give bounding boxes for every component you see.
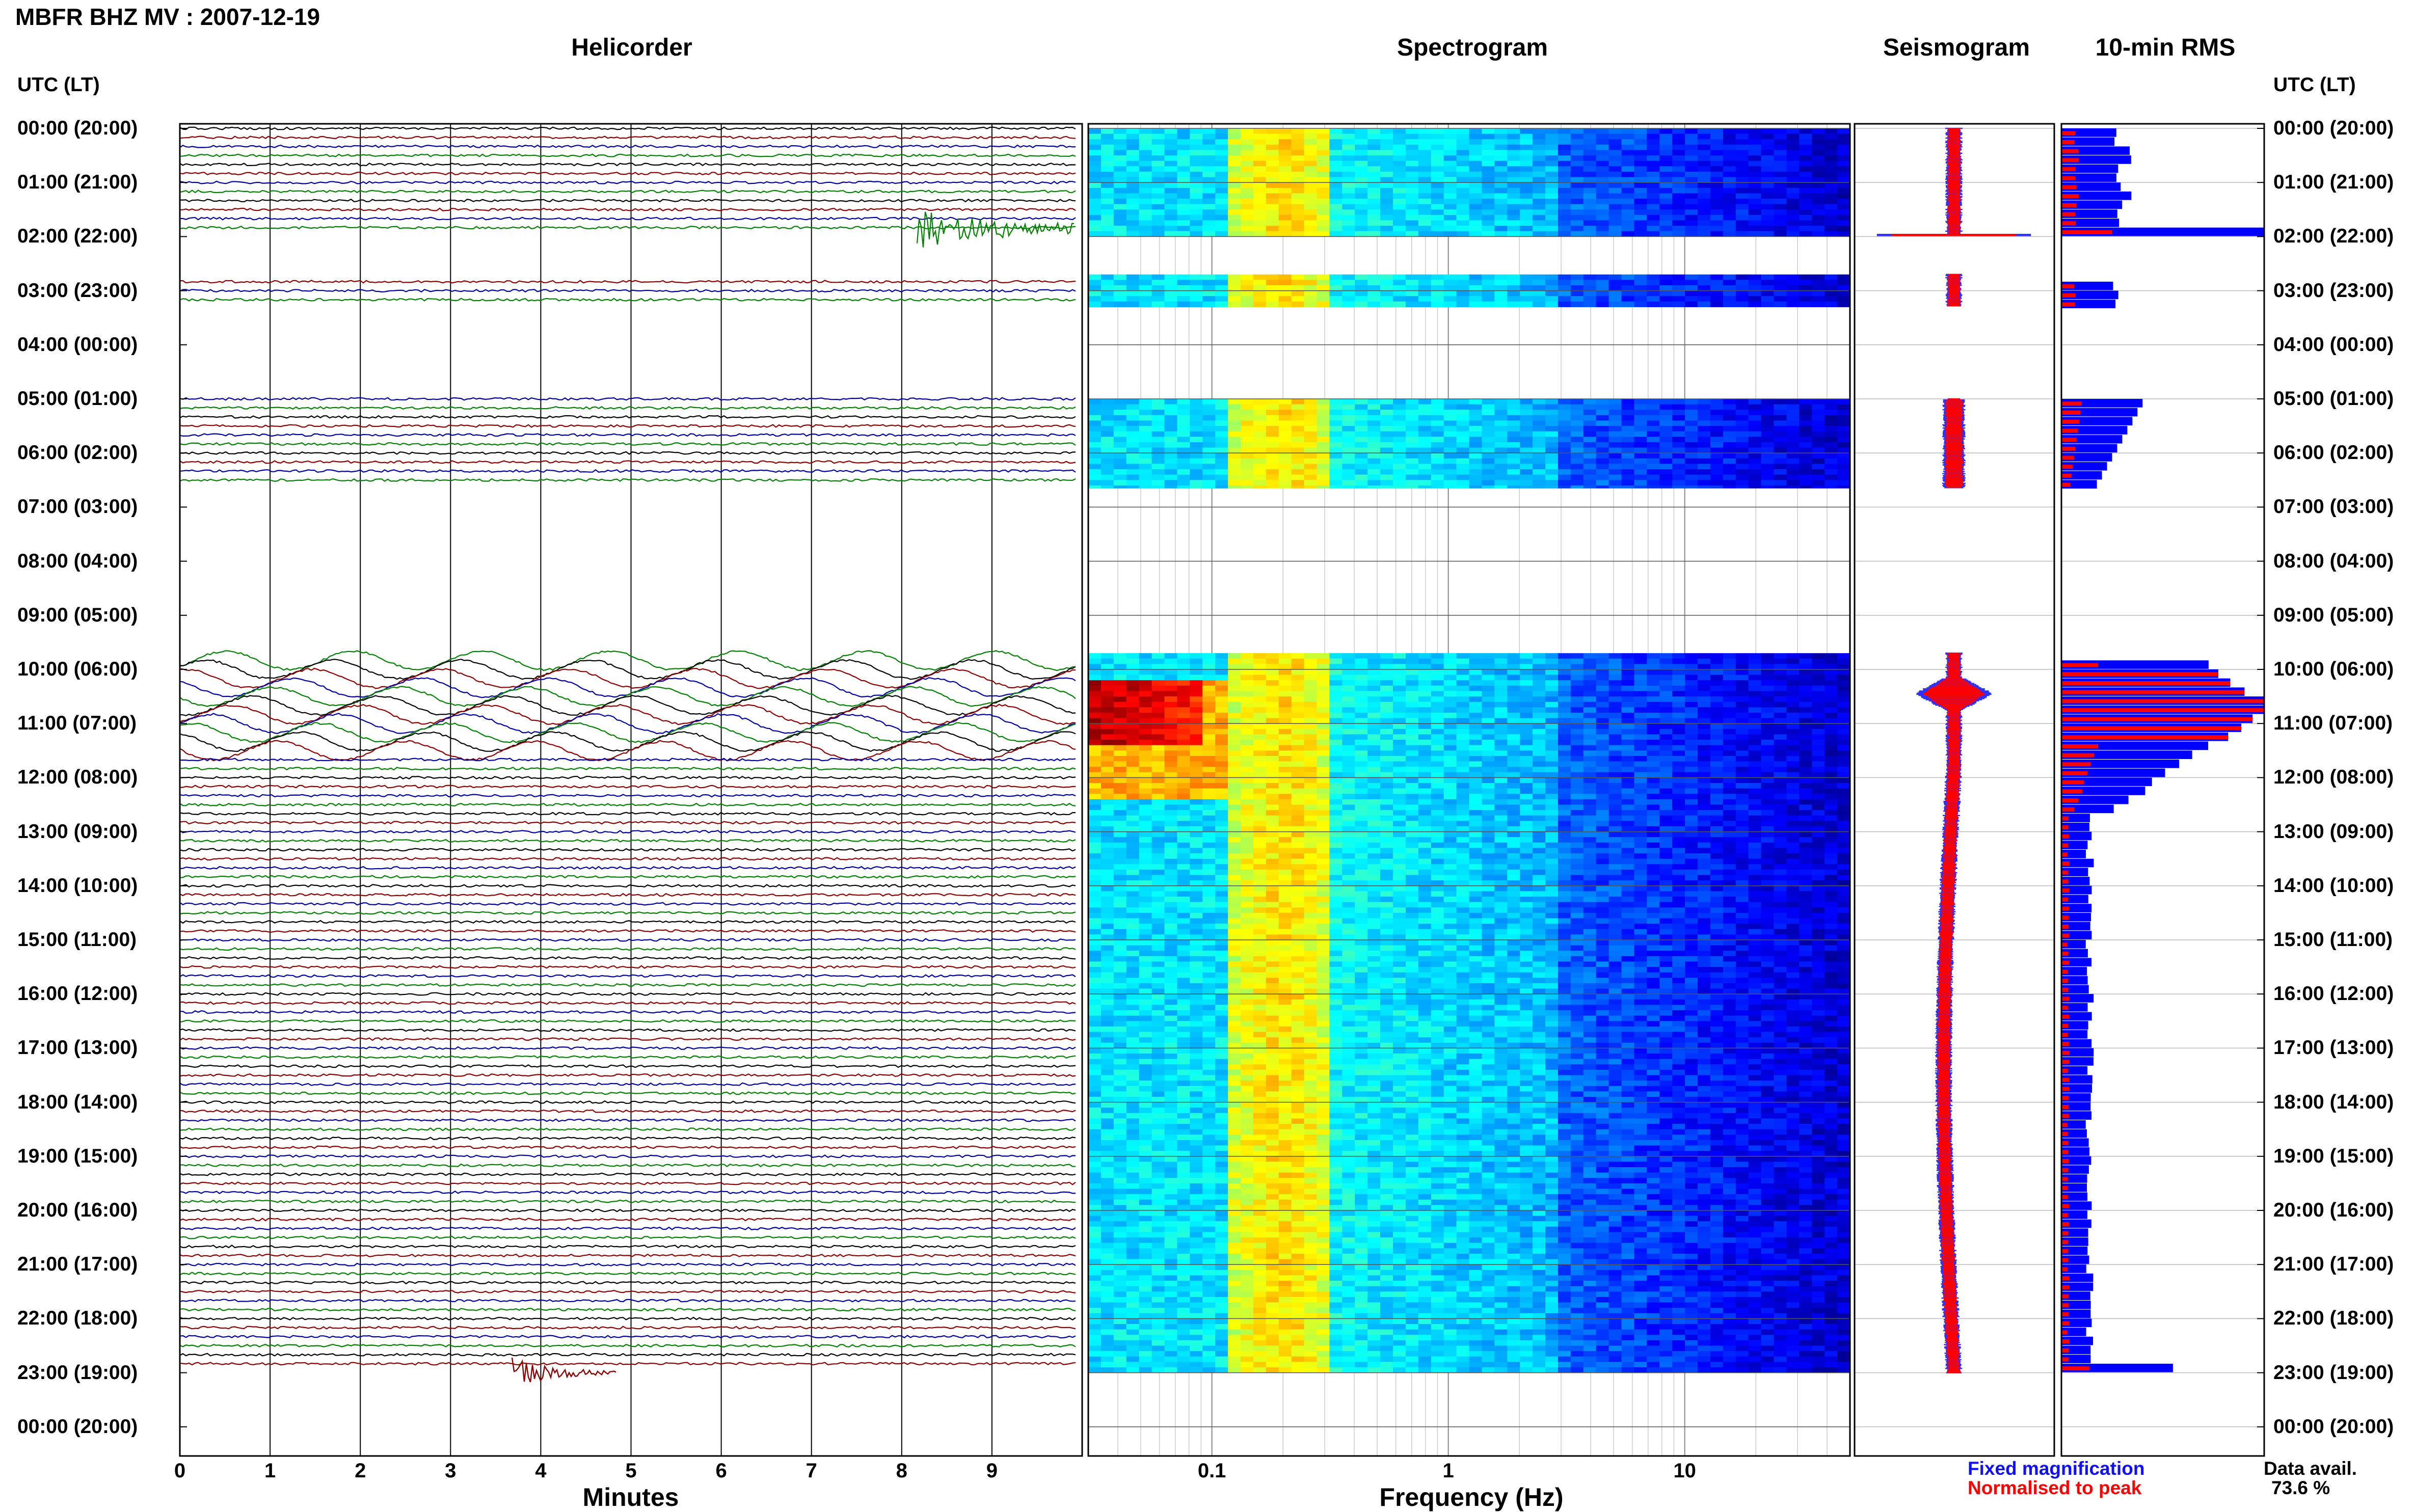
spectrogram-tick-label: 10 [1673, 1460, 1696, 1482]
data-availability-label: Data avail. [2264, 1458, 2357, 1479]
helicorder-x-label: Minutes [583, 1482, 679, 1512]
spectrogram-tick-label: 0.1 [1198, 1460, 1226, 1482]
helicorder-tick-label: 9 [986, 1460, 998, 1482]
seismogram-panel [1855, 128, 2054, 1427]
data-availability-value: 73.6 % [2271, 1477, 2330, 1499]
helicorder-tick-label: 6 [715, 1460, 727, 1482]
spectrogram-panel [1088, 124, 1850, 1456]
legend-fixed-magnification: Fixed magnification [1968, 1458, 2144, 1479]
helicorder-tick-label: 5 [625, 1460, 636, 1482]
helicorder-panel [180, 124, 1082, 1456]
legend-normalised-to-peak: Normalised to peak [1968, 1477, 2141, 1499]
helicorder-tick-label: 1 [264, 1460, 276, 1482]
helicorder-tick-label: 8 [896, 1460, 907, 1482]
rms-panel [2061, 128, 2264, 1427]
helicorder-tick-label: 7 [806, 1460, 817, 1482]
helicorder-tick-label: 0 [174, 1460, 185, 1482]
helicorder-tick-label: 2 [355, 1460, 366, 1482]
spectrogram-tick-label: 1 [1443, 1460, 1454, 1482]
helicorder-tick-label: 3 [445, 1460, 456, 1482]
spectrogram-x-label: Frequency (Hz) [1379, 1482, 1563, 1512]
helicorder-tick-label: 4 [535, 1460, 546, 1482]
